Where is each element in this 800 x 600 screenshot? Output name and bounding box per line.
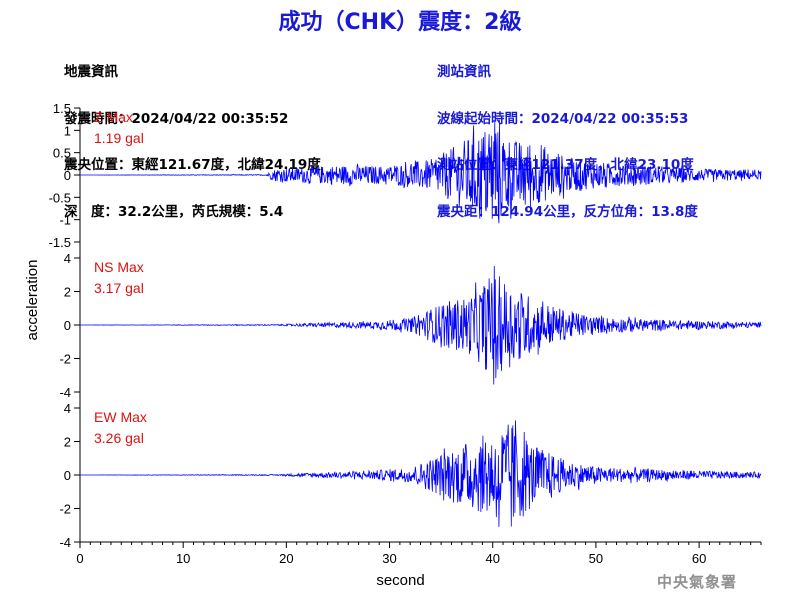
y-tick-label-ew: -4 [59, 535, 71, 550]
max-value-z: 1.19 gal [94, 130, 144, 146]
y-tick-label-ew: 2 [64, 435, 71, 450]
waveform-ns [80, 265, 762, 385]
x-tick-label: 30 [382, 551, 396, 566]
y-axis-label: acceleration [24, 260, 41, 341]
max-value-ns: 3.17 gal [94, 280, 144, 296]
x-tick-label: 60 [692, 551, 706, 566]
x-tick-label: 50 [589, 551, 603, 566]
x-axis-label: second [376, 572, 424, 589]
station-info: 測站資訊 波線起始時間：2024/04/22 00:35:53 測站位置：東經1… [437, 34, 698, 236]
max-value-ew: 3.26 gal [94, 430, 144, 446]
agency-watermark: 中央氣象署 [657, 573, 738, 591]
y-tick-label-ns: 0 [64, 318, 71, 333]
y-tick-label-ns: 4 [64, 251, 71, 266]
earthquake-info: 地震資訊 發震時間：2024/04/22 00:35:52 震央位置：東經121… [64, 34, 321, 236]
waveform-ew [80, 420, 762, 527]
x-tick-label: 40 [485, 551, 499, 566]
x-tick-label: 20 [279, 551, 293, 566]
station-info-heading: 測站資訊 [437, 64, 491, 80]
y-tick-label-z: 1.5 [53, 101, 71, 116]
station-location: 測站位置：東經121.37度，北緯23.10度 [437, 157, 694, 173]
depth-magnitude: 深 度：32.2公里，芮氏規模：5.4 [64, 203, 284, 220]
epicenter-location: 震央位置：東經121.67度，北緯24.19度 [64, 157, 321, 173]
page-title: 成功（CHK）震度：2級 [278, 10, 522, 35]
wave-arrival-time: 波線起始時間：2024/04/22 00:35:53 [437, 110, 689, 127]
y-tick-label-ns: -2 [59, 352, 71, 367]
max-label-z: Z Max [94, 109, 133, 125]
x-tick-label: 0 [76, 551, 83, 566]
y-tick-label-z: 1 [64, 123, 71, 138]
epicentral-distance: 震央距：124.94公里，反方位角：13.8度 [437, 203, 698, 220]
y-tick-label-z: -1 [59, 213, 71, 228]
y-tick-label-ew: -2 [59, 502, 71, 517]
y-tick-label-ns: -4 [59, 385, 71, 400]
y-tick-label-z: -0.5 [49, 190, 71, 205]
y-tick-label-z: 0 [64, 168, 71, 183]
x-tick-label: 10 [176, 551, 190, 566]
max-label-ew: EW Max [94, 409, 147, 425]
y-tick-label-ew: 0 [64, 468, 71, 483]
y-tick-label-ew: 4 [64, 401, 71, 416]
origin-time: 發震時間：2024/04/22 00:35:52 [64, 110, 289, 127]
max-label-ns: NS Max [94, 259, 144, 275]
waveform-z [80, 119, 762, 224]
y-tick-label-z: 0.5 [53, 146, 71, 161]
y-tick-label-z: -1.5 [49, 235, 71, 250]
earthquake-info-heading: 地震資訊 [64, 64, 118, 80]
y-tick-label-ns: 2 [64, 285, 71, 300]
